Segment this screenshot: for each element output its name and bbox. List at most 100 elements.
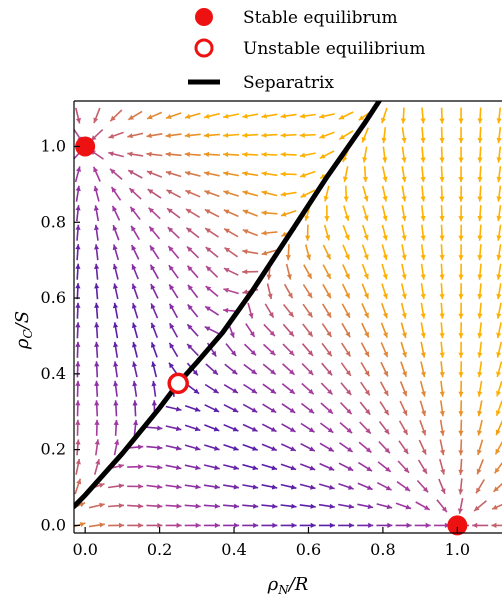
x-tick-label: 0.0 bbox=[72, 540, 97, 559]
field-arrow-head bbox=[383, 351, 388, 358]
field-arrow-head bbox=[261, 132, 267, 138]
field-arrow-head bbox=[242, 132, 248, 138]
field-arrow-head bbox=[385, 466, 391, 472]
field-arrow-head bbox=[94, 263, 100, 269]
field-arrow-head bbox=[138, 503, 144, 509]
field-arrow-head bbox=[213, 426, 220, 432]
y-axis-label-main: ρ bbox=[12, 338, 33, 350]
field-arrow-head bbox=[95, 459, 101, 465]
field-arrow-head bbox=[223, 287, 229, 293]
field-arrow-head bbox=[346, 389, 352, 395]
field-arrow-head bbox=[252, 465, 258, 471]
field-arrow-head bbox=[477, 332, 483, 339]
field-arrow-head bbox=[251, 426, 258, 432]
field-arrow-head bbox=[75, 244, 81, 250]
field-arrow-head bbox=[363, 234, 369, 241]
field-arrow-head bbox=[289, 427, 296, 432]
field-arrow-head bbox=[309, 446, 315, 451]
field-arrow-head bbox=[185, 190, 191, 195]
field-arrow-head bbox=[187, 265, 193, 272]
field-arrow-head bbox=[329, 484, 335, 490]
field-arrow-head bbox=[271, 446, 277, 451]
field-arrow-head bbox=[361, 136, 367, 143]
field-arrow-head bbox=[326, 273, 331, 279]
field-arrow-head bbox=[138, 483, 144, 489]
field-arrow-head bbox=[327, 408, 333, 414]
field-arrow-head bbox=[76, 478, 82, 485]
field-arrow-head bbox=[386, 504, 393, 510]
field-arrow-head bbox=[186, 227, 192, 233]
field-arrow-head bbox=[496, 293, 502, 300]
field-arrow-head bbox=[347, 465, 354, 471]
field-arrow-head bbox=[271, 484, 278, 490]
field-arrow-head bbox=[113, 361, 119, 367]
field-arrow-head bbox=[214, 465, 220, 471]
field-arrow-head bbox=[272, 522, 278, 528]
field-arrow-head bbox=[326, 331, 332, 337]
field-arrow-head bbox=[233, 445, 239, 451]
x-axis-label-main: ρ bbox=[267, 574, 279, 595]
field-arrow-head bbox=[75, 361, 81, 367]
field-arrow-head bbox=[343, 196, 349, 202]
field-arrow-head bbox=[299, 113, 306, 119]
field-arrow-head bbox=[113, 322, 119, 328]
field-arrow-head bbox=[402, 371, 407, 377]
field-arrow-head bbox=[75, 263, 81, 269]
field-arrow-head bbox=[110, 115, 116, 122]
field-arrow-head bbox=[290, 446, 296, 451]
field-arrow-head bbox=[495, 448, 501, 455]
field-arrow-head bbox=[458, 196, 464, 202]
field-arrow-head bbox=[253, 522, 259, 528]
field-arrow-head bbox=[168, 246, 174, 252]
field-arrow-head bbox=[401, 176, 407, 182]
field-arrow-head bbox=[477, 255, 483, 261]
field-arrow-head bbox=[114, 439, 120, 445]
field-arrow-head bbox=[166, 189, 173, 195]
field-arrow-head bbox=[187, 324, 193, 330]
field-arrow-head bbox=[203, 132, 210, 138]
field-arrow-head bbox=[261, 190, 268, 196]
field-arrow-head bbox=[493, 486, 499, 492]
field-arrow-head bbox=[94, 244, 100, 250]
field-arrow-head bbox=[307, 311, 313, 318]
field-arrow-head bbox=[342, 156, 348, 162]
field-arrow-head bbox=[496, 157, 502, 163]
field-arrow-head bbox=[381, 117, 386, 124]
field-arrow-head bbox=[261, 171, 267, 177]
field-arrow-head bbox=[242, 289, 248, 295]
axes-frame bbox=[73, 100, 502, 534]
field-arrow-head bbox=[401, 215, 407, 221]
field-arrow-head bbox=[307, 331, 313, 337]
field-arrow-head bbox=[458, 450, 464, 456]
field-arrow-head bbox=[223, 307, 229, 313]
field-arrow-head bbox=[251, 407, 258, 413]
field-arrow-head bbox=[271, 465, 277, 471]
field-arrow-head bbox=[326, 292, 331, 299]
field-arrow-head bbox=[129, 188, 135, 194]
field-arrow-head bbox=[496, 371, 502, 377]
field-arrow-head bbox=[250, 350, 256, 356]
field-arrow-head bbox=[299, 132, 305, 138]
field-arrow-head bbox=[476, 468, 482, 475]
field-arrow-head bbox=[133, 419, 139, 426]
field-arrow-head bbox=[346, 408, 352, 415]
field-arrow-head bbox=[132, 400, 138, 406]
field-arrow-head bbox=[79, 502, 86, 508]
field-arrow-head bbox=[310, 522, 316, 528]
field-arrow-head bbox=[307, 350, 313, 356]
field-arrow-head bbox=[175, 445, 182, 451]
field-arrow-head bbox=[185, 113, 191, 119]
field-arrow-head bbox=[131, 225, 136, 232]
field-arrow-head bbox=[439, 196, 445, 202]
field-arrow-head bbox=[439, 391, 445, 397]
field-arrow-head bbox=[132, 361, 138, 367]
field-arrow-head bbox=[344, 234, 350, 241]
field-arrow-head bbox=[496, 176, 502, 183]
unstable-equilibrium-point bbox=[167, 372, 189, 395]
field-arrow-head bbox=[287, 292, 293, 299]
stable-equilibrium-point bbox=[75, 136, 96, 157]
field-arrow-head bbox=[268, 312, 274, 318]
field-arrow-head bbox=[345, 350, 351, 357]
field-arrow-head bbox=[439, 177, 445, 183]
field-arrow-head bbox=[291, 522, 297, 528]
